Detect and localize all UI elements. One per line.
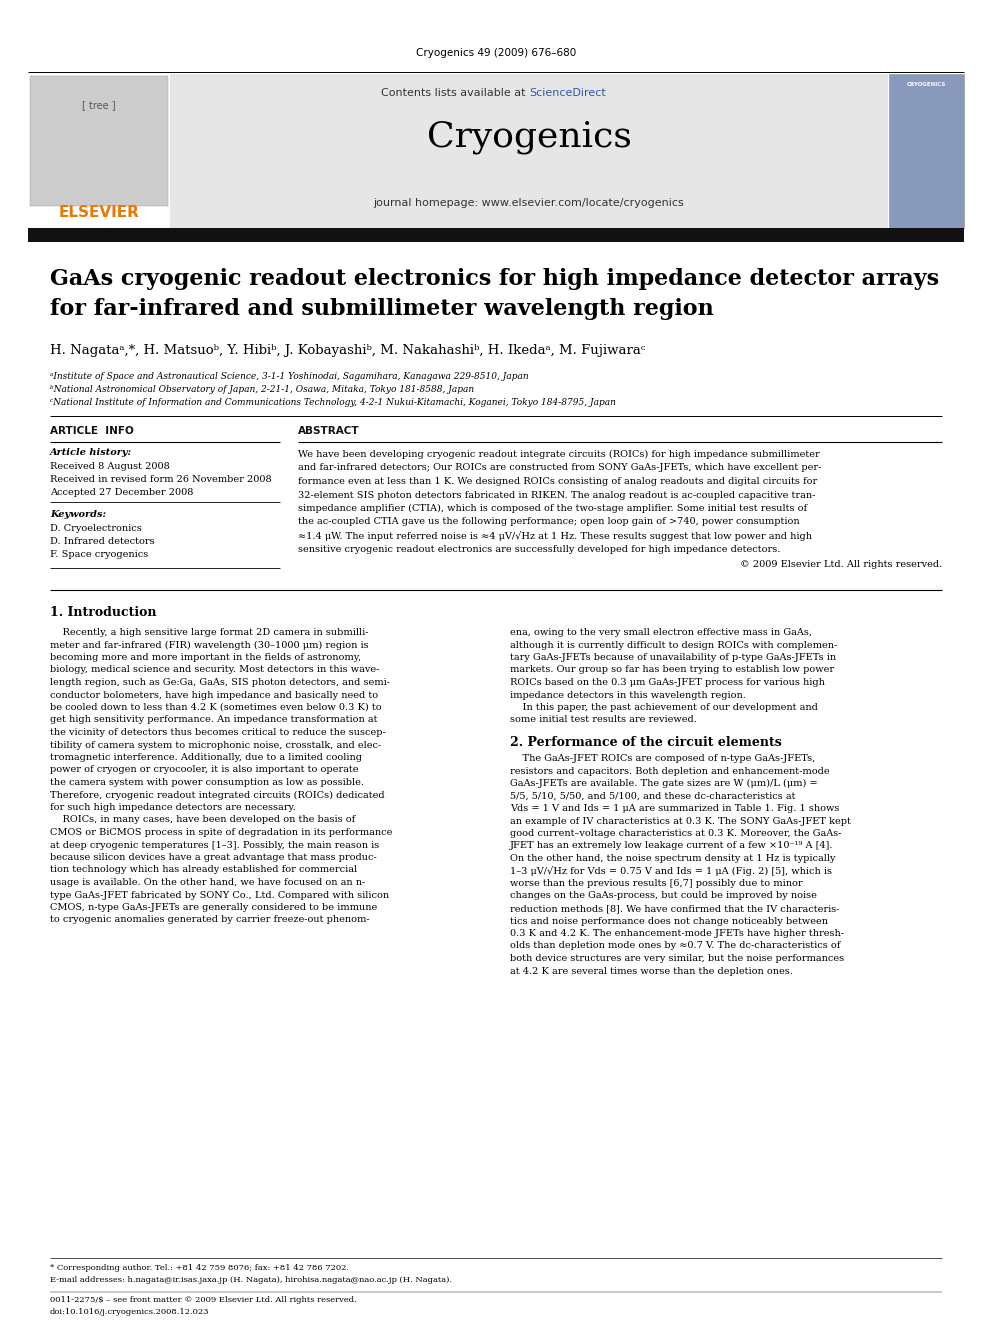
Text: Recently, a high sensitive large format 2D camera in submilli-: Recently, a high sensitive large format … <box>50 628 368 636</box>
Bar <box>28 74 170 228</box>
Text: get high sensitivity performance. An impedance transformation at: get high sensitivity performance. An imp… <box>50 716 378 725</box>
Text: H. Nagataᵃ,*, H. Matsuoᵇ, Y. Hibiᵇ, J. Kobayashiᵇ, M. Nakahashiᵇ, H. Ikedaᵃ, M. : H. Nagataᵃ,*, H. Matsuoᵇ, Y. Hibiᵇ, J. K… <box>50 344 646 357</box>
Text: meter and far-infrared (FIR) wavelength (30–1000 μm) region is: meter and far-infrared (FIR) wavelength … <box>50 640 369 650</box>
Text: Received 8 August 2008: Received 8 August 2008 <box>50 462 170 471</box>
Text: E-mail addresses: h.nagata@ir.isas.jaxa.jp (H. Nagata), hirohisa.nagata@nao.ac.j: E-mail addresses: h.nagata@ir.isas.jaxa.… <box>50 1275 452 1285</box>
Text: length region, such as Ge:Ga, GaAs, SIS photon detectors, and semi-: length region, such as Ge:Ga, GaAs, SIS … <box>50 677 390 687</box>
Text: Received in revised form 26 November 2008: Received in revised form 26 November 200… <box>50 475 272 484</box>
Text: GaAs-JFETs are available. The gate sizes are W (μm)/L (μm) =: GaAs-JFETs are available. The gate sizes… <box>510 779 817 789</box>
Text: simpedance amplifier (CTIA), which is composed of the two-stage amplifier. Some : simpedance amplifier (CTIA), which is co… <box>298 504 807 513</box>
Text: GaAs cryogenic readout electronics for high impedance detector arrays: GaAs cryogenic readout electronics for h… <box>50 269 939 290</box>
Text: 5/5, 5/10, 5/50, and 5/100, and these dc-characteristics at: 5/5, 5/10, 5/50, and 5/100, and these dc… <box>510 791 796 800</box>
Text: 1. Introduction: 1. Introduction <box>50 606 157 619</box>
Text: good current–voltage characteristics at 0.3 K. Moreover, the GaAs-: good current–voltage characteristics at … <box>510 830 841 837</box>
Text: On the other hand, the noise spectrum density at 1 Hz is typically: On the other hand, the noise spectrum de… <box>510 855 835 863</box>
Text: sensitive cryogenic readout electronics are successfully developed for high impe: sensitive cryogenic readout electronics … <box>298 545 781 553</box>
Text: * Corresponding author. Tel.: +81 42 759 8076; fax: +81 42 786 7202.: * Corresponding author. Tel.: +81 42 759… <box>50 1263 349 1271</box>
Text: 2. Performance of the circuit elements: 2. Performance of the circuit elements <box>510 736 782 749</box>
Text: conductor bolometers, have high impedance and basically need to: conductor bolometers, have high impedanc… <box>50 691 378 700</box>
Text: Accepted 27 December 2008: Accepted 27 December 2008 <box>50 488 193 497</box>
Text: although it is currently difficult to design ROICs with complemen-: although it is currently difficult to de… <box>510 640 837 650</box>
Text: type GaAs-JFET fabricated by SONY Co., Ltd. Compared with silicon: type GaAs-JFET fabricated by SONY Co., L… <box>50 890 389 900</box>
Text: JFET has an extremely low leakage current of a few ×10⁻¹⁹ A [4].: JFET has an extremely low leakage curren… <box>510 841 833 851</box>
Text: tics and noise performance does not change noticeably between: tics and noise performance does not chan… <box>510 917 828 926</box>
Bar <box>30 75 168 206</box>
Text: 0011-2275/$ – see front matter © 2009 Elsevier Ltd. All rights reserved.: 0011-2275/$ – see front matter © 2009 El… <box>50 1297 357 1304</box>
Text: We have been developing cryogenic readout integrate circuits (ROICs) for high im: We have been developing cryogenic readou… <box>298 450 819 459</box>
Text: Therefore, cryogenic readout integrated circuits (ROICs) dedicated: Therefore, cryogenic readout integrated … <box>50 791 385 799</box>
Text: The GaAs-JFET ROICs are composed of n-type GaAs-JFETs,: The GaAs-JFET ROICs are composed of n-ty… <box>510 754 815 763</box>
Text: Cryogenics 49 (2009) 676–680: Cryogenics 49 (2009) 676–680 <box>416 48 576 58</box>
Text: worse than the previous results [6,7] possibly due to minor: worse than the previous results [6,7] po… <box>510 878 803 888</box>
Text: © 2009 Elsevier Ltd. All rights reserved.: © 2009 Elsevier Ltd. All rights reserved… <box>740 560 942 569</box>
Text: for far-infrared and submillimeter wavelength region: for far-infrared and submillimeter wavel… <box>50 298 714 320</box>
Text: for such high impedance detectors are necessary.: for such high impedance detectors are ne… <box>50 803 296 812</box>
Text: ROICs based on the 0.3 μm GaAs-JFET process for various high: ROICs based on the 0.3 μm GaAs-JFET proc… <box>510 677 825 687</box>
Text: olds than depletion mode ones by ≈0.7 V. The dc-characteristics of: olds than depletion mode ones by ≈0.7 V.… <box>510 942 840 950</box>
Text: some initial test results are reviewed.: some initial test results are reviewed. <box>510 716 696 725</box>
Text: impedance detectors in this wavelength region.: impedance detectors in this wavelength r… <box>510 691 746 700</box>
Text: tion technology which has already established for commercial: tion technology which has already establ… <box>50 865 357 875</box>
Text: biology, medical science and security. Most detectors in this wave-: biology, medical science and security. M… <box>50 665 379 675</box>
Text: D. Cryoelectronics: D. Cryoelectronics <box>50 524 142 533</box>
Text: formance even at less than 1 K. We designed ROICs consisting of analog readouts : formance even at less than 1 K. We desig… <box>298 478 817 486</box>
Text: to cryogenic anomalies generated by carrier freeze-out phenom-: to cryogenic anomalies generated by carr… <box>50 916 370 925</box>
Text: F. Space cryogenics: F. Space cryogenics <box>50 550 148 560</box>
Text: Contents lists available at: Contents lists available at <box>381 89 529 98</box>
Text: In this paper, the past achievement of our development and: In this paper, the past achievement of o… <box>510 703 817 712</box>
Text: markets. Our group so far has been trying to establish low power: markets. Our group so far has been tryin… <box>510 665 834 675</box>
Text: power of cryogen or cryocooler, it is also important to operate: power of cryogen or cryocooler, it is al… <box>50 766 358 774</box>
Text: CMOS or BiCMOS process in spite of degradation in its performance: CMOS or BiCMOS process in spite of degra… <box>50 828 393 837</box>
Text: usage is available. On the other hand, we have focused on an n-: usage is available. On the other hand, w… <box>50 878 365 886</box>
Text: 32-element SIS photon detectors fabricated in RIKEN. The analog readout is ac-co: 32-element SIS photon detectors fabricat… <box>298 491 815 500</box>
Text: ᵃInstitute of Space and Astronautical Science, 3-1-1 Yoshinodai, Sagamihara, Kan: ᵃInstitute of Space and Astronautical Sc… <box>50 372 529 381</box>
Text: [ tree ]: [ tree ] <box>82 101 116 110</box>
Text: Keywords:: Keywords: <box>50 509 106 519</box>
Text: changes on the GaAs-process, but could be improved by noise: changes on the GaAs-process, but could b… <box>510 892 816 901</box>
Text: ≈1.4 μW. The input referred noise is ≈4 μV/√Hz at 1 Hz. These results suggest th: ≈1.4 μW. The input referred noise is ≈4 … <box>298 531 812 541</box>
Text: CRYOGENICS: CRYOGENICS <box>907 82 945 87</box>
Text: tibility of camera system to microphonic noise, crosstalk, and elec-: tibility of camera system to microphonic… <box>50 741 381 750</box>
Text: the vicinity of detectors thus becomes critical to reduce the suscep-: the vicinity of detectors thus becomes c… <box>50 728 386 737</box>
Bar <box>170 74 888 228</box>
Text: reduction methods [8]. We have confirmed that the IV characteris-: reduction methods [8]. We have confirmed… <box>510 904 839 913</box>
Text: becoming more and more important in the fields of astronomy,: becoming more and more important in the … <box>50 654 361 662</box>
Text: tary GaAs-JFETs because of unavailability of p-type GaAs-JFETs in: tary GaAs-JFETs because of unavailabilit… <box>510 654 836 662</box>
Text: ELSEVIER: ELSEVIER <box>59 205 140 220</box>
Text: ScienceDirect: ScienceDirect <box>529 89 606 98</box>
Text: and far-infrared detectors; Our ROICs are constructed from SONY GaAs-JFETs, whic: and far-infrared detectors; Our ROICs ar… <box>298 463 821 472</box>
Text: ena, owing to the very small electron effective mass in GaAs,: ena, owing to the very small electron ef… <box>510 628 812 636</box>
Text: tromagnetic interference. Additionally, due to a limited cooling: tromagnetic interference. Additionally, … <box>50 753 362 762</box>
Text: CMOS, n-type GaAs-JFETs are generally considered to be immune: CMOS, n-type GaAs-JFETs are generally co… <box>50 904 377 912</box>
Text: journal homepage: www.elsevier.com/locate/cryogenics: journal homepage: www.elsevier.com/locat… <box>374 198 684 208</box>
Text: 0.3 K and 4.2 K. The enhancement-mode JFETs have higher thresh-: 0.3 K and 4.2 K. The enhancement-mode JF… <box>510 929 844 938</box>
Text: the camera system with power consumption as low as possible.: the camera system with power consumption… <box>50 778 364 787</box>
Text: ARTICLE  INFO: ARTICLE INFO <box>50 426 134 437</box>
Text: an example of IV characteristics at 0.3 K. The SONY GaAs-JFET kept: an example of IV characteristics at 0.3 … <box>510 816 851 826</box>
Bar <box>889 74 964 228</box>
Text: be cooled down to less than 4.2 K (sometimes even below 0.3 K) to: be cooled down to less than 4.2 K (somet… <box>50 703 382 712</box>
Text: doi:10.1016/j.cryogenics.2008.12.023: doi:10.1016/j.cryogenics.2008.12.023 <box>50 1308 209 1316</box>
Text: ᶜNational Institute of Information and Communications Technology, 4-2-1 Nukui-Ki: ᶜNational Institute of Information and C… <box>50 398 616 407</box>
Bar <box>28 228 964 242</box>
Text: Vds = 1 V and Ids = 1 μA are summarized in Table 1. Fig. 1 shows: Vds = 1 V and Ids = 1 μA are summarized … <box>510 804 839 814</box>
Text: at deep cryogenic temperatures [1–3]. Possibly, the main reason is: at deep cryogenic temperatures [1–3]. Po… <box>50 840 379 849</box>
Text: ROICs, in many cases, have been developed on the basis of: ROICs, in many cases, have been develope… <box>50 815 355 824</box>
Text: D. Infrared detectors: D. Infrared detectors <box>50 537 155 546</box>
Text: resistors and capacitors. Both depletion and enhancement-mode: resistors and capacitors. Both depletion… <box>510 766 829 775</box>
Text: 1–3 μV/√Hz for Vds = 0.75 V and Ids = 1 μA (Fig. 2) [5], which is: 1–3 μV/√Hz for Vds = 0.75 V and Ids = 1 … <box>510 867 832 877</box>
Text: ABSTRACT: ABSTRACT <box>298 426 360 437</box>
Text: because silicon devices have a great advantage that mass produc-: because silicon devices have a great adv… <box>50 853 377 863</box>
Text: Cryogenics: Cryogenics <box>427 120 632 153</box>
Text: both device structures are very similar, but the noise performances: both device structures are very similar,… <box>510 954 844 963</box>
Text: the ac-coupled CTIA gave us the following performance; open loop gain of >740, p: the ac-coupled CTIA gave us the followin… <box>298 517 800 527</box>
Text: Article history:: Article history: <box>50 448 132 456</box>
Text: ᵇNational Astronomical Observatory of Japan, 2-21-1, Osawa, Mitaka, Tokyo 181-85: ᵇNational Astronomical Observatory of Ja… <box>50 385 474 394</box>
Text: at 4.2 K are several times worse than the depletion ones.: at 4.2 K are several times worse than th… <box>510 967 793 975</box>
